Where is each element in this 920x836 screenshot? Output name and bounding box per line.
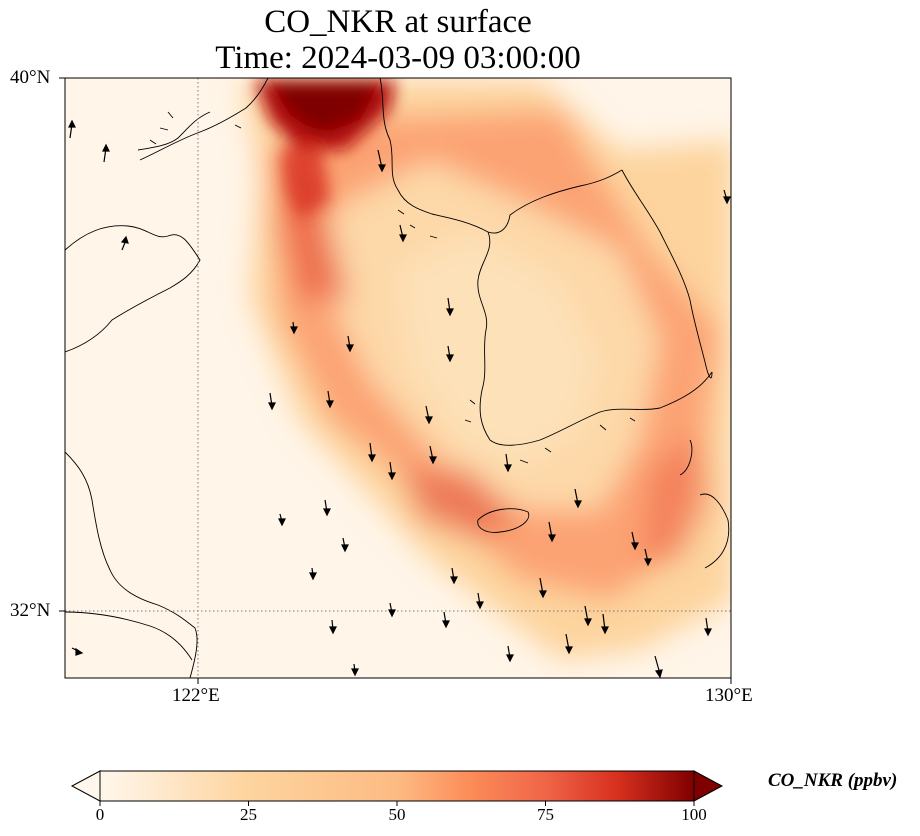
colorbar-tick-label: 50 [388, 805, 406, 824]
wind-vector [446, 297, 454, 317]
map-frame [64, 77, 732, 679]
coastline-korea-nw [379, 78, 623, 234]
wind-vector [644, 548, 652, 567]
coastline-islands-sw [464, 399, 636, 464]
wind-vector [704, 617, 712, 637]
wind-vector [388, 602, 396, 618]
wind-vector [450, 567, 458, 585]
wind-vector [120, 235, 129, 251]
wind-vector [346, 335, 354, 353]
wind-vector [631, 531, 639, 551]
wind-vector [548, 521, 556, 543]
colorbar-tick-label: 100 [681, 805, 707, 824]
wind-vector [584, 605, 592, 627]
gridlines [65, 78, 731, 678]
wind-vector [329, 619, 337, 635]
wind-vector [574, 488, 582, 509]
coastline-korea-east [621, 169, 713, 379]
coastline-shandong [65, 225, 201, 353]
wind-vector [476, 592, 484, 610]
coastline-jiangsu [65, 451, 198, 678]
wind-vector [71, 647, 84, 656]
wind-vector [723, 189, 731, 205]
colorbar-extend-min [70, 770, 101, 802]
high-concentration-core [255, 80, 395, 220]
colorbar-tick-label: 0 [95, 805, 105, 824]
wind-vector [326, 390, 334, 409]
wind-vector [654, 655, 663, 678]
wind-vector [601, 613, 609, 635]
wind-vector [290, 321, 298, 335]
wind-vector [565, 633, 573, 655]
wind-vector [399, 224, 407, 243]
wind-vectors [68, 119, 731, 678]
wind-vector [539, 577, 547, 599]
coastline-korea-west [477, 231, 713, 446]
wind-vector [323, 499, 331, 517]
coastline-yangtze [65, 611, 193, 661]
wind-vector [504, 453, 512, 473]
lon-tick-label-130: 130°E [705, 685, 753, 706]
map-subtitle-time: Time: 2024-03-09 03:00:00 [215, 40, 581, 76]
lat-tick-label-32: 32°N [10, 600, 51, 621]
wind-vector [446, 345, 454, 363]
colorbar-tick-label: 75 [537, 805, 554, 824]
axis-ticks [59, 77, 732, 684]
wind-vector [68, 119, 76, 139]
colorbar [70, 770, 724, 806]
coastline-liaodong-b [137, 111, 211, 151]
coastline-liaodong [139, 78, 269, 161]
wind-vector [341, 537, 349, 553]
wind-vector [377, 149, 386, 173]
wind-vector [388, 461, 396, 481]
wind-vector [102, 143, 110, 163]
wind-vector [425, 405, 433, 425]
wind-vector [268, 392, 276, 411]
wind-vector [351, 663, 359, 677]
coastlines [65, 78, 730, 678]
lon-tick-label-122: 122°E [172, 685, 220, 706]
wind-vector [309, 567, 317, 581]
colorbar-extend-max [693, 770, 724, 802]
wind-vector [506, 645, 514, 663]
wind-vector [429, 445, 437, 465]
coastline-islands-north [149, 111, 438, 239]
wind-vector [278, 513, 286, 527]
wind-vector [442, 611, 450, 629]
map-title: CO_NKR at surface [264, 4, 532, 40]
coastline-jeju [477, 508, 530, 533]
wind-vector [368, 442, 376, 463]
colorbar-tick-label: 25 [240, 805, 257, 824]
colorbar-label: CO_NKR (ppbv) [768, 770, 898, 791]
colorbar-gradient [99, 770, 695, 802]
lat-tick-label-40: 40°N [10, 67, 51, 88]
coastline-japan-kyushu [679, 439, 730, 569]
